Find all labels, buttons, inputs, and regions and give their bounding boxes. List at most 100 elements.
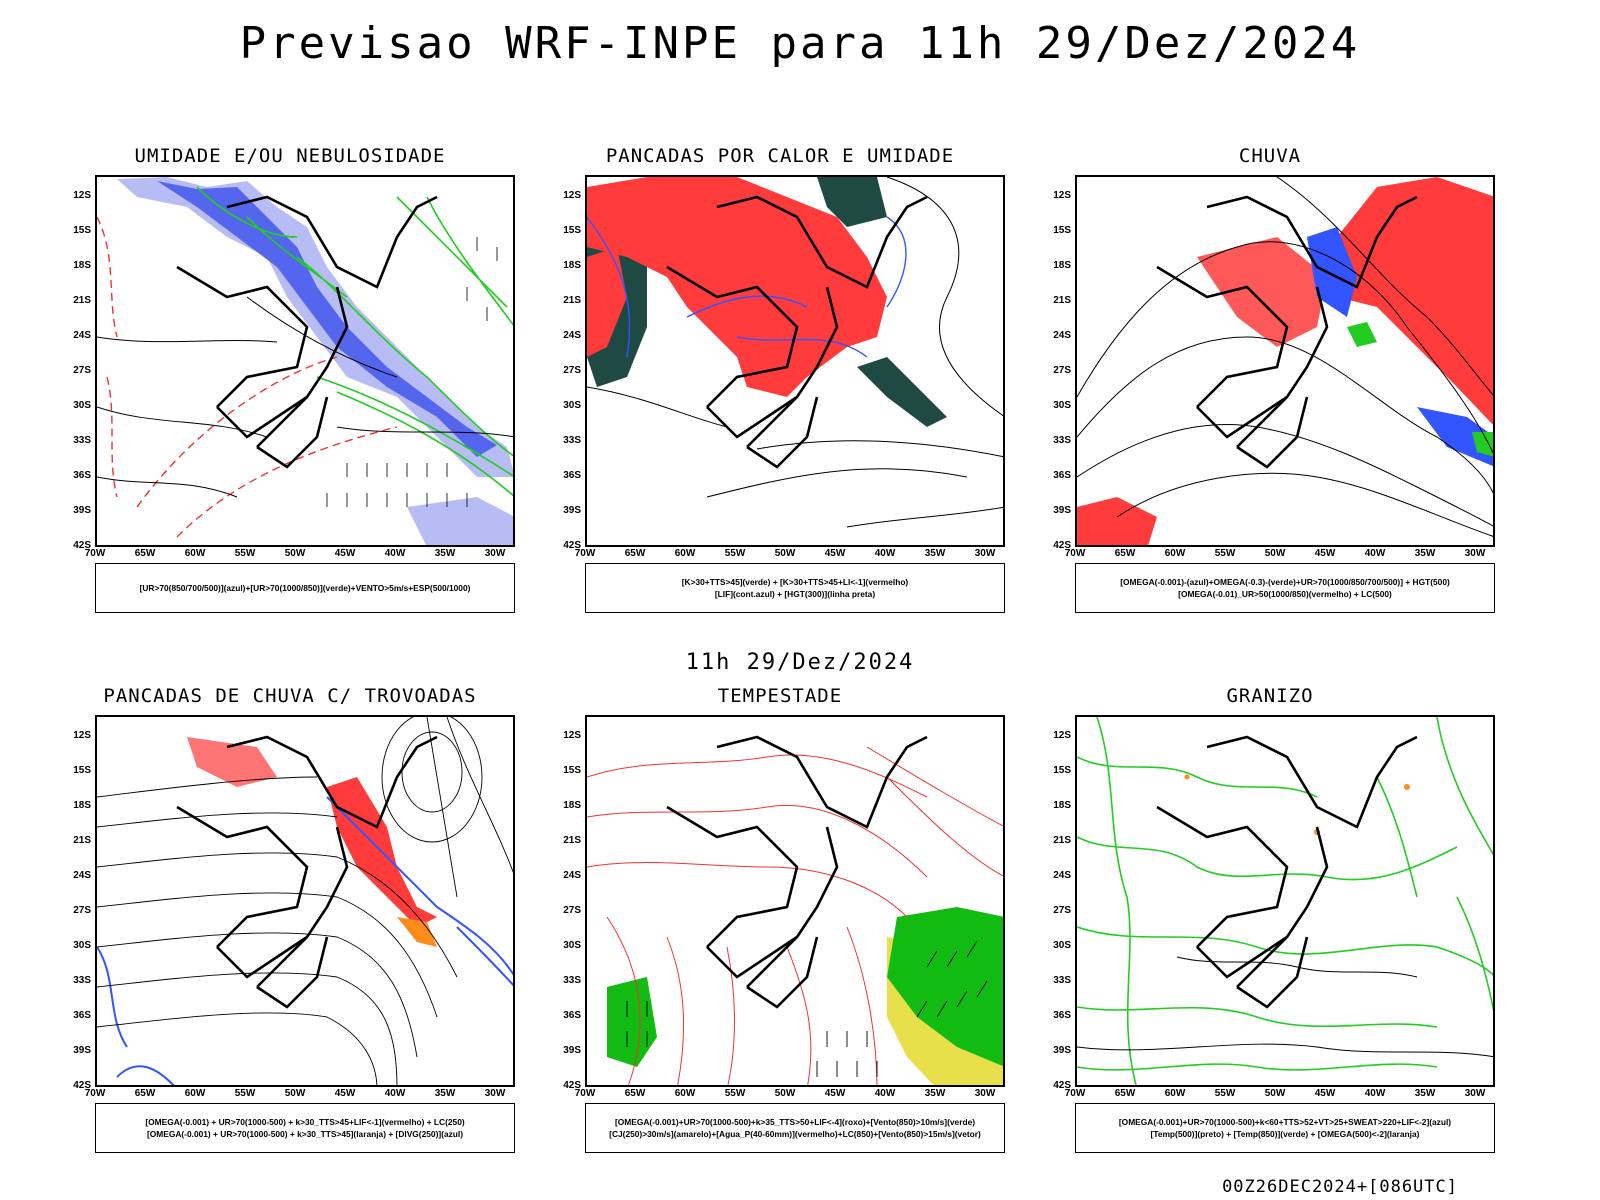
orange-storm-area [397,917,437,947]
lon-tick-label: 50W [284,1088,306,1099]
green-rain-east [1472,432,1493,457]
blue-humidity-core [157,181,497,457]
lon-tick-label: 45W [824,548,846,559]
anticyclone-contours [401,731,463,813]
lon-tick-label: 60W [184,548,206,559]
panel-granizo: GRANIZO [OMEGA(-0.001)+UR>70(1000-500)+k… [1035,685,1505,1175]
panel-title: CHUVA [1238,145,1302,167]
wind-vectors [326,237,498,507]
lat-tick-label: 30S [73,940,91,951]
lat-tick-label: 27S [1053,365,1071,376]
lat-tick-label: 39S [73,505,91,516]
lat-tick-label: 30S [563,400,581,411]
lat-tick-label: 27S [73,365,91,376]
lat-tick-label: 12S [563,730,581,741]
legend-line: [OMEGA(-0.001) + UR>70(1000-500) + k>30_… [146,1129,464,1139]
legend: [OMEGA(-0.001) + UR>70(1000-500) + k>30_… [95,1103,515,1153]
lat-tick-label: 30S [1053,940,1071,951]
lat-tick-label: 21S [73,295,91,306]
map-tempestade [585,715,1005,1087]
lon-tick-label: 55W [724,548,746,559]
lat-tick-label: 39S [563,1045,581,1056]
lon-tick-label: 65W [1114,1088,1136,1099]
legend-line: [OMEGA(-0.001)+UR>70(1000-500)+k>35_TTS>… [614,1117,976,1127]
lon-tick-label: 70W [1064,1088,1086,1099]
lon-tick-label: 65W [134,1088,156,1099]
lat-tick-label: 15S [1053,765,1071,776]
height-contours [1077,177,1493,537]
lon-tick-label: 45W [1314,1088,1336,1099]
lat-tick-label: 24S [563,870,581,881]
lat-tick-label: 24S [1053,330,1071,341]
legend-line: [LIF](cont.azul) + [HGT(300)](linha pret… [714,589,876,599]
lat-tick-label: 24S [563,330,581,341]
red-instability-area [587,177,887,397]
lat-tick-label: 12S [73,730,91,741]
lat-tick-label: 33S [563,435,581,446]
map-chuva [1075,175,1495,547]
legend-line: [Temp(500)](preto) + [Temp(850)](verde) … [1150,1129,1420,1139]
lon-tick-label: 35W [924,548,946,559]
legend-line: [OMEGA(-0.001) + UR>70(1000-500) + k>30_… [145,1117,465,1127]
lon-tick-label: 45W [334,1088,356,1099]
lat-tick-label: 42S [1053,1080,1071,1091]
lon-tick-label: 70W [574,548,596,559]
temp500-contours [1077,956,1493,1058]
lon-tick-label: 60W [1164,548,1186,559]
lon-tick-label: 35W [434,548,456,559]
lifted-index-contours [587,216,907,358]
panel-title: UMIDADE E/OU NEBULOSIDADE [134,145,446,167]
map-pancadas-calor [585,175,1005,547]
lon-tick-label: 45W [1314,548,1336,559]
lat-tick-label: 27S [73,905,91,916]
lat-tick-label: 33S [1053,435,1071,446]
lon-tick-label: 60W [674,1088,696,1099]
wind-vectors [626,940,988,1077]
lat-tick-label: 33S [1053,975,1071,986]
lat-tick-label: 21S [1053,835,1071,846]
lat-tick-label: 21S [1053,295,1071,306]
lat-tick-label: 15S [73,765,91,776]
green-wind-southwest [607,977,657,1067]
blue-rain-east [1417,407,1493,467]
lat-tick-label: 42S [73,540,91,551]
lat-tick-label: 12S [1053,730,1071,741]
legend-line: [K>30+TTS>45](verde) + [K>30+TTS>45+LI<-… [681,577,909,587]
red-thickness-contours [97,216,398,538]
green-rain-area [1347,322,1377,347]
lon-tick-label: 40W [874,548,896,559]
lat-tick-label: 30S [1053,400,1071,411]
legend: [OMEGA(-0.001)+UR>70(1000-500)+k<60+TTS>… [1075,1103,1495,1153]
precipitable-water-contours [587,746,1003,1085]
lat-tick-label: 15S [563,765,581,776]
lat-tick-label: 27S [563,365,581,376]
lat-tick-label: 36S [73,470,91,481]
map-granizo [1075,715,1495,1087]
lat-tick-label: 36S [1053,1010,1071,1021]
legend-line: [OMEGA(-0.001)-(azul)+OMEGA(-0.3)-(verde… [1120,577,1450,587]
lon-tick-label: 50W [1264,1088,1286,1099]
legend-line: [OMEGA(-0.001)+UR>70(1000-500)+k<60+TTS>… [1118,1117,1452,1127]
legend-line: [OMEGA(-0.01)_UR>50(1000/850)(vermelho) … [1178,589,1392,599]
green-instability-east [857,357,947,427]
lon-tick-label: 55W [234,548,256,559]
panel-tempestade: TEMPESTADE [OMEGA(-0.001)+UR>70(1000-500… [545,685,1015,1175]
coastline-borders [666,735,928,1009]
main-title: Previsao WRF-INPE para 11h 29/Dez/2024 [239,18,1361,69]
legend: [OMEGA(-0.001)-(azul)+OMEGA(-0.3)-(verde… [1075,563,1495,613]
coastline-borders [176,195,438,469]
map-umidade [95,175,515,547]
lat-tick-label: 42S [73,1080,91,1091]
orange-omega-spot [1404,784,1410,790]
panel-title: PANCADAS POR CALOR E UMIDADE [605,145,955,167]
divergence-contours [97,796,513,1085]
lon-tick-label: 55W [234,1088,256,1099]
panel-title: PANCADAS DE CHUVA C/ TROVOADAS [103,685,477,707]
lat-tick-label: 24S [73,330,91,341]
lat-tick-label: 33S [563,975,581,986]
lon-tick-label: 30W [1464,1088,1486,1099]
lat-tick-label: 15S [1053,225,1071,236]
legend-line: [CJ(250)>30m/s](amarelo)+[Agua_P(40-60mm… [609,1129,981,1139]
panel-umidade: UMIDADE E/OU NEBULOSIDADE [UR>70(850/700… [55,145,525,635]
lon-tick-label: 70W [84,548,106,559]
